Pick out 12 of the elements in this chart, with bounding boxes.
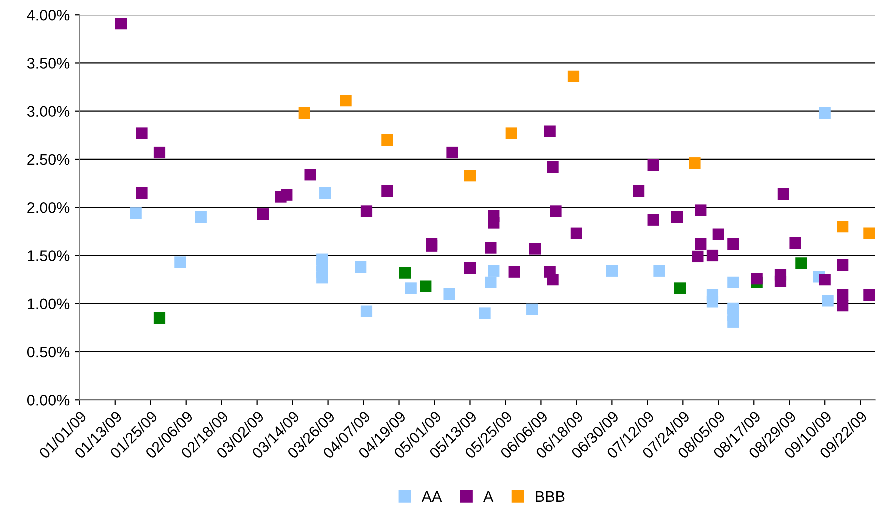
y-tick-label: 1.00% (28, 298, 70, 310)
y-tick-label: 3.50% (27, 58, 70, 69)
y-tick-label: 0.50% (27, 346, 70, 358)
y-tick-label: 2.50% (28, 154, 70, 166)
legend-label: A (484, 491, 494, 502)
legend-label: BBB (536, 491, 565, 502)
y-tick-label: 0.00% (27, 394, 70, 406)
y-tick-label: 4.00% (27, 10, 70, 21)
y-tick-label: 2.00% (28, 202, 70, 214)
y-tick-label: 1.50% (28, 250, 70, 262)
legend-label: AA (422, 491, 442, 502)
y-tick-label: 3.00% (27, 106, 70, 118)
